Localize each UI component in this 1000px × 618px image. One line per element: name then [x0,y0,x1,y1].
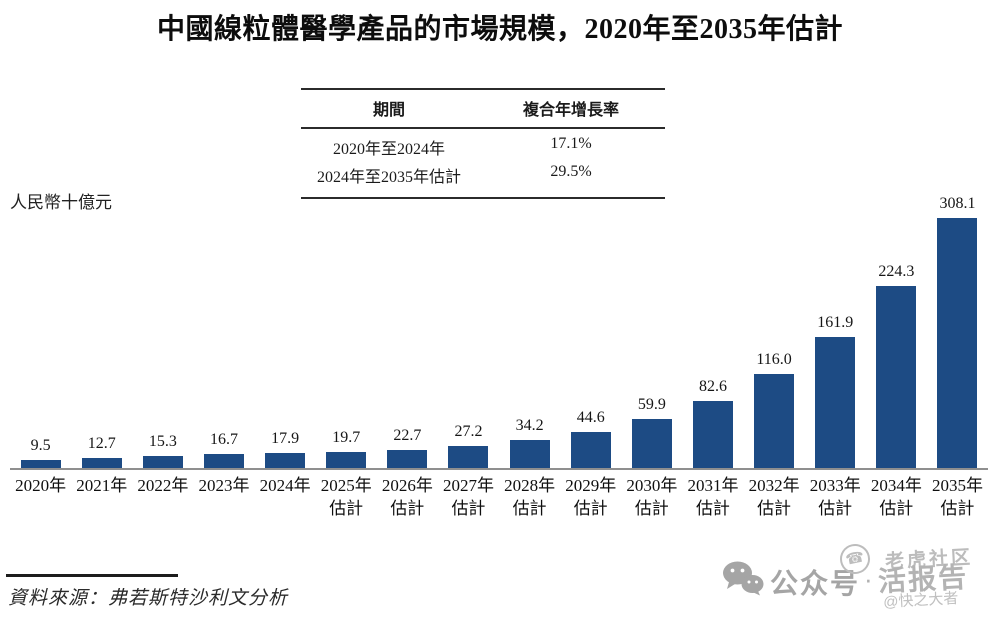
cagr-table-body: 2020年至2024年 17.1% 2024年至2035年估計 29.5% [301,129,665,197]
bar [815,337,856,468]
bar-plot: 9.5 12.7 15.3 16.7 17.9 19.7 22.7 27.2 34.2 44.6 5… [10,195,988,468]
cagr-header-period: 期間 [372,102,405,119]
bar [81,458,122,468]
bar-value-label: 161.9 [817,314,854,331]
bar-slot: 34.2 [499,218,560,468]
x-tick-label: 2020年 [15,476,67,495]
bar [937,218,978,468]
bar-slot: 22.7 [377,218,438,468]
bar-value-label: 27.2 [454,423,483,440]
bar-value-label: 59.9 [637,396,666,413]
bar [876,286,917,468]
chart-title: 中國線粒體醫學產品的市場規模，2020年至2035年估計 [156,14,843,45]
watermark-separator: · [864,564,873,594]
wechat-logo-icon [722,560,764,601]
bar [631,419,672,468]
bar-slot: 224.3 [866,218,927,468]
bar [509,440,550,468]
watermark: 公众号 ☎ · 老虎社区 活报告 @快之大者 [712,541,1000,613]
x-tick-label: 2023年 [198,476,250,495]
bar [20,460,61,468]
bar [203,454,244,468]
x-tick-label: 2026年 估計 [381,476,433,518]
bar-slot: 59.9 [621,218,682,468]
bar-value-label: 17.9 [271,430,300,447]
table-row: 2024年至2035年估計 29.5% [301,161,665,189]
cagr-table-header-row: 期間 複合年增長率 [301,90,665,129]
x-tick-label: 2030年 估計 [626,476,678,518]
watermark-stamp: 老虎社区 活报告 @快之大者 [876,541,1000,613]
bar-value-label: 22.7 [393,427,422,444]
bar-slot: 9.5 [10,218,71,468]
x-tick-label: 2032年 估計 [748,476,800,518]
y-axis-unit-label: 人民幣十億元 [10,193,112,212]
bar [570,432,611,468]
bar-slot: 16.7 [193,218,254,468]
bar-value-label: 224.3 [878,263,915,280]
bar-value-label: 15.3 [148,433,177,450]
x-tick-label: 2025年 估計 [320,476,372,518]
bar-slot: 308.1 [927,195,988,468]
bar-slot: 19.7 [316,218,377,468]
bar-slot: 82.6 [682,218,743,468]
bar [754,374,795,468]
bar-value-label: 82.6 [698,378,727,395]
bar-value-label: 116.0 [756,351,792,368]
source-divider-line [6,574,178,577]
bar [448,446,489,468]
bar-slot: 17.9 [255,218,316,468]
x-tick-label: 2027年 估計 [442,476,494,518]
bar-value-label: 19.7 [332,429,361,446]
x-tick-label: 2035年 估計 [931,476,983,518]
cagr-rate-cell: 29.5% [550,163,592,180]
cagr-period-cell: 2020年至2024年 [332,141,445,158]
bar-slot: 116.0 [744,218,805,468]
x-tick-label: 2024年 [259,476,311,495]
bar-value-label: 34.2 [515,417,544,434]
bar-slot: 12.7 [71,218,132,468]
bar-value-label: 308.1 [939,195,976,212]
wechat-official-account-label: 公众号 [770,568,861,599]
bar [326,452,367,468]
watermark-handle: @快之大者 [882,590,959,611]
x-axis-line [10,468,988,470]
bar-value-label: 12.7 [87,435,116,452]
bar-value-label: 44.6 [576,409,605,426]
x-tick-label: 2021年 [76,476,128,495]
x-tick-label: 2033年 估計 [809,476,861,518]
bar-value-label: 16.7 [209,431,238,448]
bar-slot: 161.9 [805,218,866,468]
cagr-rate-cell: 17.1% [550,135,592,152]
x-tick-label: 2028年 估計 [504,476,556,518]
bar-slot: 15.3 [132,218,193,468]
bar-slot: 27.2 [438,218,499,468]
cagr-period-cell: 2024年至2035年估計 [316,169,461,186]
bar-value-label: 9.5 [30,437,51,454]
cagr-table: 期間 複合年增長率 2020年至2024年 17.1% 2024年至2035年估… [301,88,665,199]
cagr-header-rate: 複合年增長率 [522,102,619,119]
x-tick-label: 2031年 估計 [687,476,739,518]
bar [142,456,183,468]
table-row: 2020年至2024年 17.1% [301,133,665,161]
x-tick-label: 2029年 估計 [565,476,617,518]
bar [387,450,428,468]
bar [692,401,733,468]
bar [265,453,306,468]
source-note: 資料來源：弗若斯特沙利文分析 [8,588,289,609]
bar-slot: 44.6 [560,218,621,468]
x-tick-label: 2034年 估計 [870,476,922,518]
x-tick-label: 2022年 [137,476,189,495]
x-axis-labels: 2020年 2021年 2022年 2023年 2024年 2025年 估計 2026年 估計 2… [10,474,988,520]
